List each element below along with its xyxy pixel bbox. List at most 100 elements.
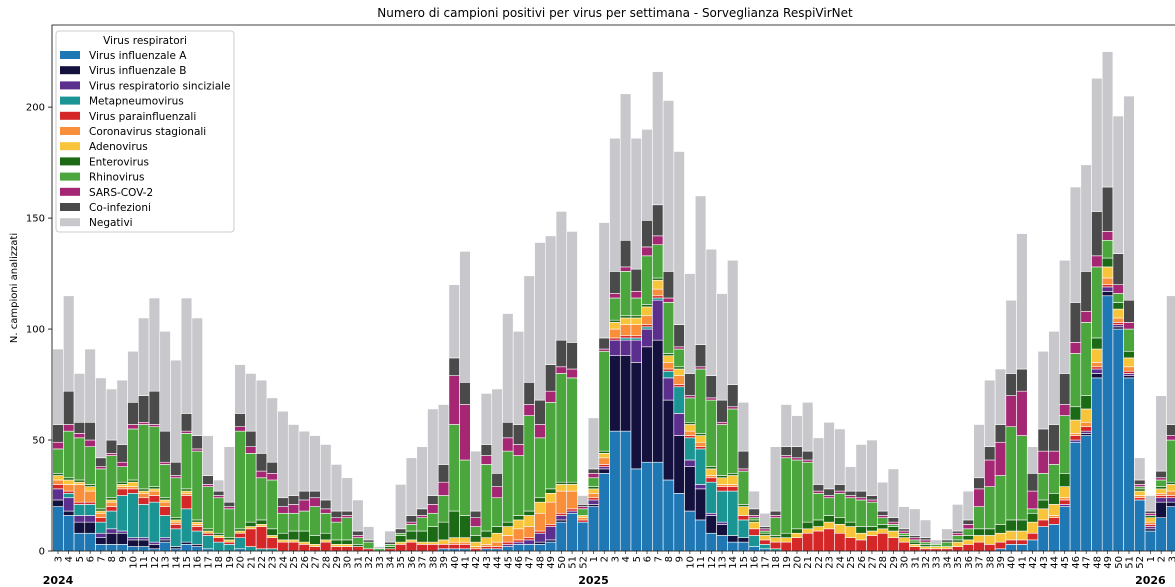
bar-segment [887, 526, 900, 532]
bar-segment [255, 524, 268, 527]
bar-segment [1144, 521, 1157, 525]
x-tick-label: 48 [1092, 556, 1103, 569]
x-tick-label: 33 [932, 556, 943, 569]
bar-segment [545, 488, 557, 494]
bar-segment [1059, 404, 1071, 416]
bar-segment [1080, 322, 1092, 396]
bar-segment [609, 328, 621, 339]
bar-segment [823, 495, 835, 499]
legend-swatch [60, 142, 80, 151]
bar-segment [577, 517, 589, 521]
bar-segment [437, 481, 450, 496]
bar-segment [780, 537, 792, 543]
bar-segment [298, 510, 310, 532]
x-tick-label: 16 [750, 556, 761, 569]
bar-segment [652, 288, 664, 297]
bar-segment [609, 339, 621, 356]
bar-segment [287, 512, 300, 532]
bar-segment [1069, 433, 1082, 436]
bar-segment [523, 526, 535, 538]
bar-segment [984, 486, 996, 530]
bar-segment [1037, 508, 1049, 521]
bar-segment [1144, 495, 1157, 512]
bar-segment [127, 424, 139, 430]
bar-segment [1155, 486, 1167, 490]
bar-segment [1155, 488, 1167, 494]
bar-segment [598, 350, 610, 452]
bar-segment [245, 528, 257, 547]
bar-segment [545, 541, 557, 552]
bar-segment [791, 446, 803, 459]
x-tick-label: 19 [225, 556, 236, 569]
bar-segment [662, 370, 675, 379]
x-tick-label: 12 [707, 556, 718, 569]
bar-segment [287, 530, 300, 541]
bar-segment [330, 464, 343, 512]
bar-segment [416, 530, 428, 543]
bar-segment [909, 535, 921, 538]
bar-segment [684, 395, 696, 399]
bar-segment [116, 486, 128, 490]
bar-segment [812, 492, 825, 521]
bar-segment [1144, 528, 1157, 532]
bar-segment [1166, 484, 1175, 492]
bar-segment [684, 510, 696, 552]
bar-segment [73, 433, 86, 439]
bar-segment [448, 284, 460, 359]
bar-segment [234, 528, 246, 532]
bar-segment [223, 544, 236, 552]
bar-segment [877, 528, 889, 534]
bar-segment [480, 544, 493, 547]
bar-segment [180, 430, 193, 434]
bar-segment [877, 515, 889, 519]
bar-segment [1048, 515, 1060, 519]
bar-segment [127, 488, 139, 494]
legend-swatch [60, 187, 80, 196]
bar-segment [748, 521, 760, 530]
bar-segment [523, 404, 535, 416]
bar-segment [705, 399, 717, 467]
bar-segment [1144, 524, 1157, 527]
bar-segment [1026, 490, 1039, 510]
bar-segment [159, 430, 171, 463]
bar-segment [223, 541, 236, 545]
bar-segment [1166, 506, 1175, 552]
bar-segment [545, 524, 557, 527]
bar-segment [1112, 317, 1124, 323]
bar-segment [587, 506, 600, 552]
chart-title: Numero di campioni positivi per virus pe… [377, 6, 853, 20]
bar-segment [266, 528, 278, 536]
bar-segment [705, 481, 717, 514]
bar-segment [1016, 544, 1028, 552]
bar-segment [769, 537, 782, 543]
bar-segment [705, 532, 717, 552]
bar-segment [619, 315, 632, 319]
bar-segment [1005, 373, 1017, 396]
x-tick-label: 17 [203, 556, 214, 569]
bar-segment [352, 546, 364, 552]
bar-segment [802, 401, 814, 452]
x-tick-label: 32 [921, 556, 932, 569]
bar-segment [619, 339, 632, 356]
bar-segment [330, 539, 343, 545]
bar-segment [73, 501, 86, 505]
bar-segment [255, 379, 268, 454]
x-tick-label: 37 [975, 556, 986, 569]
bar-segment [362, 541, 375, 550]
bar-segment [962, 519, 975, 525]
bar-segment [673, 435, 685, 494]
bar-segment [737, 537, 750, 543]
bar-segment [448, 541, 460, 545]
bar-segment [63, 430, 75, 479]
bar-segment [619, 355, 632, 432]
y-tick-label: 0 [39, 547, 45, 558]
bar-segment [512, 544, 525, 552]
bar-segment [512, 541, 525, 545]
x-tick-label: 41 [1017, 556, 1028, 569]
bar-segment [170, 517, 182, 521]
bar-segment [855, 499, 867, 527]
x-tick-label: 39 [439, 556, 450, 569]
bar-segment [609, 337, 621, 341]
bar-segment [512, 330, 525, 425]
bar-segment [84, 515, 96, 523]
